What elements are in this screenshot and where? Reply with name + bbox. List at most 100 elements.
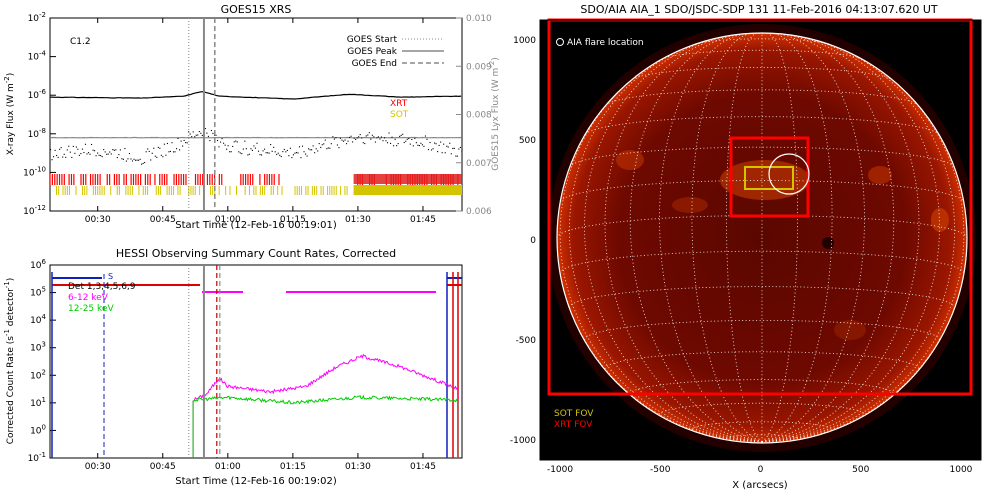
aia-y-tick-label: -500 (516, 336, 537, 346)
goes-dotted-point (243, 149, 244, 150)
goes-dotted-point (124, 148, 125, 149)
goes-dotted-point (387, 142, 388, 143)
goes-dotted-point (71, 157, 72, 158)
goes-dotted-point (366, 135, 367, 136)
goes-dotted-point (413, 145, 414, 146)
goes-dotted-point (190, 133, 191, 134)
goes-dotted-point (50, 149, 51, 150)
goes-dotted-point (146, 151, 147, 152)
goes-y2-tick-label: 0.006 (466, 207, 492, 217)
goes-dotted-point (307, 155, 308, 156)
goes-dotted-point (411, 139, 412, 140)
goes-dotted-point (185, 142, 186, 143)
goes-dotted-point (460, 147, 461, 148)
goes-dotted-point (355, 139, 356, 140)
goes-dotted-point (369, 132, 370, 133)
goes-dotted-point (414, 138, 415, 139)
goes-dotted-point (99, 155, 100, 156)
goes-dotted-point (200, 133, 201, 134)
goes-dotted-point (170, 151, 171, 152)
aia-x-tick-label: 500 (852, 465, 869, 475)
goes-xlabel: Start Time (12-Feb-16 00:19:01) (175, 220, 337, 231)
goes-dotted-point (253, 145, 254, 146)
hessi-plot-frame (50, 265, 462, 458)
goes-dotted-point (267, 152, 268, 153)
goes-dotted-point (65, 157, 66, 158)
goes-dotted-point (439, 145, 440, 146)
goes-dotted-point (52, 159, 53, 160)
goes-dotted-point (220, 142, 221, 143)
goes-dotted-point (276, 154, 277, 155)
goes-x-tick-label: 01:30 (345, 215, 371, 225)
goes-dotted-point (275, 151, 276, 152)
goes-dotted-point (352, 141, 353, 142)
goes-dotted-point (59, 149, 60, 150)
goes-dotted-point (344, 140, 345, 141)
goes-dotted-point (429, 142, 430, 143)
goes-dotted-point (250, 148, 251, 149)
goes-dotted-point (247, 154, 248, 155)
goes-y-tick-label: 10-10 (23, 165, 46, 178)
hessi-ylabel-text: Corrected Count Rate (s (6, 336, 16, 445)
goes-dotted-point (199, 131, 200, 132)
goes-dotted-point (328, 147, 329, 148)
goes-dotted-point (335, 137, 336, 138)
goes-dotted-point (405, 141, 406, 142)
hessi-x-tick-label: 01:30 (345, 462, 371, 472)
goes-event-lines (189, 18, 215, 211)
goes-dotted-point (422, 144, 423, 145)
goes-dotted-point (74, 153, 75, 154)
goes-dotted-point (373, 136, 374, 137)
goes-dotted-point (174, 151, 175, 152)
goes-y-tick-label: 10-4 (28, 50, 47, 63)
goes-dotted-point (61, 147, 62, 148)
goes-dotted-point (296, 152, 297, 153)
goes-dotted-point (281, 156, 282, 157)
goes-dotted-point (445, 152, 446, 153)
aia-image-panel: SDO/AIA AIA_1 SDO/JSDC-SDP 131 11-Feb-20… (510, 3, 981, 491)
goes-dotted-point (100, 155, 101, 156)
goes-dotted-point (228, 145, 229, 146)
goes-y2label-text: GOES15 Lyx Flux (W m (491, 68, 501, 171)
goes-dotted-point (452, 148, 453, 149)
goes-y-tick-label: 10-8 (28, 127, 46, 140)
goes-dotted-point (156, 157, 157, 158)
goes-dotted-point (451, 153, 452, 154)
goes-dotted-point (302, 146, 303, 147)
active-region-east (616, 150, 644, 170)
goes-dotted-point (290, 148, 291, 149)
goes-dotted-point (294, 153, 295, 154)
legend-det: Det 1,3,4,5,6,9 (68, 282, 136, 292)
aia-x-tick-label: -1000 (547, 465, 573, 475)
goes-dotted-point (135, 160, 136, 161)
goes-dotted-point (408, 138, 409, 139)
goes-dotted-point (376, 137, 377, 138)
goes-dotted-point (338, 147, 339, 148)
goes-dotted-point (102, 156, 103, 157)
goes-dotted-point (89, 154, 90, 155)
goes-dotted-point (446, 146, 447, 147)
legend-goes-start: GOES Start (347, 35, 398, 45)
goes-dotted-point (194, 136, 195, 137)
goes-dotted-point (111, 153, 112, 154)
goes-dotted-point (370, 139, 371, 140)
hessi-ylabel-tail: detector (6, 288, 16, 329)
goes-dotted-point (449, 143, 450, 144)
hessi-x-tick-label: 01:00 (215, 462, 241, 472)
goes-dotted-point (308, 148, 309, 149)
goes-dotted-point (288, 155, 289, 156)
goes-dotted-point (229, 151, 230, 152)
hessi-y-tick-label: 103 (30, 341, 46, 354)
legend-12-25: 12-25 keV (68, 304, 114, 314)
goes-dotted-point (423, 146, 424, 147)
goes-dotted-point (258, 151, 259, 152)
goes-y2-tick-label: 0.010 (466, 14, 492, 24)
goes-dotted-point (91, 144, 92, 145)
goes-dotted-point (431, 149, 432, 150)
goes-dotted-point (325, 140, 326, 141)
goes-dotted-point (346, 143, 347, 144)
goes-dotted-point (367, 134, 368, 135)
goes-ylabel-sup: -2 (3, 76, 11, 83)
goes-dotted-point (448, 146, 449, 147)
goes-y2-tick-label: 0.008 (466, 111, 492, 121)
